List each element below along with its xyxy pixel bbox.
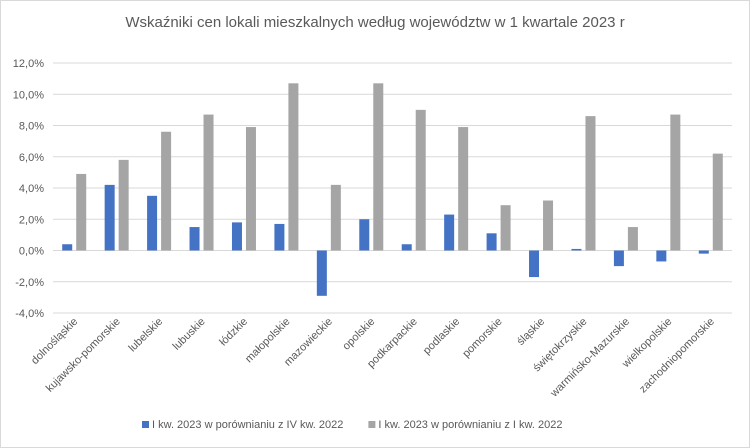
x-tick-label: łódzkie — [217, 316, 250, 349]
bar-qoq — [529, 250, 540, 278]
legend-swatch — [142, 421, 149, 428]
x-tick-label: kujawsko-pomorskie — [44, 316, 123, 395]
x-tick-label: lubuskie — [171, 316, 208, 353]
bar-qoq — [62, 244, 73, 251]
bar-qoq — [613, 250, 624, 267]
bar-yoy — [415, 109, 426, 251]
legend-label: I kw. 2023 w porównianiu z IV kw. 2022 — [152, 419, 343, 431]
bar-yoy — [500, 205, 511, 251]
bar-yoy — [670, 114, 681, 251]
x-tick-label: opolskie — [340, 316, 377, 353]
bar-yoy — [712, 153, 723, 251]
y-tick-label: 12,0% — [13, 58, 44, 70]
bar-qoq — [316, 250, 327, 296]
bar-qoq — [231, 222, 242, 251]
bar-qoq — [359, 219, 370, 251]
bar-qoq — [444, 214, 455, 251]
x-tick-label: podlaskie — [421, 316, 462, 357]
bar-yoy — [585, 116, 596, 251]
bar-qoq — [274, 223, 285, 251]
bar-yoy — [627, 227, 638, 251]
bar-yoy — [203, 114, 214, 251]
chart-title: Wskaźniki cen lokali mieszkalnych według… — [125, 14, 625, 31]
x-tick-label: lubelskie — [126, 316, 165, 355]
y-tick-label: -2,0% — [15, 277, 44, 289]
bar-qoq — [401, 244, 412, 251]
bar-yoy — [330, 184, 341, 251]
bar-yoy — [288, 83, 299, 251]
y-tick-label: -4,0% — [15, 308, 44, 320]
bar-yoy — [245, 127, 256, 251]
y-tick-label: 10,0% — [13, 89, 44, 101]
legend-label: I kw. 2023 w porównianiu z I kw. 2022 — [378, 419, 562, 431]
y-tick-label: 8,0% — [19, 121, 44, 133]
bar-yoy — [458, 127, 469, 251]
bar-yoy — [543, 200, 554, 251]
bar-qoq — [486, 233, 497, 251]
bar-yoy — [118, 159, 129, 251]
x-tick-label: śląskie — [515, 316, 547, 348]
x-tick-label: pomorskie — [460, 316, 504, 360]
bar-qoq — [147, 195, 158, 251]
bar-qoq — [698, 250, 709, 254]
bar-qoq — [656, 250, 667, 262]
bar-qoq — [189, 227, 200, 251]
bar-qoq — [571, 248, 582, 251]
x-tick-label: warmińsko-Mazurskie — [548, 316, 632, 400]
legend-swatch — [368, 421, 376, 428]
y-tick-label: 2,0% — [19, 214, 44, 226]
bar-yoy — [373, 83, 384, 251]
bar-qoq — [104, 184, 115, 251]
y-tick-label: 4,0% — [19, 183, 44, 195]
y-tick-label: 0,0% — [19, 246, 44, 258]
x-tick-label: zachodniopomorskie — [637, 316, 717, 396]
bar-yoy — [76, 173, 87, 251]
y-tick-label: 6,0% — [19, 152, 44, 164]
bar-yoy — [161, 131, 172, 251]
